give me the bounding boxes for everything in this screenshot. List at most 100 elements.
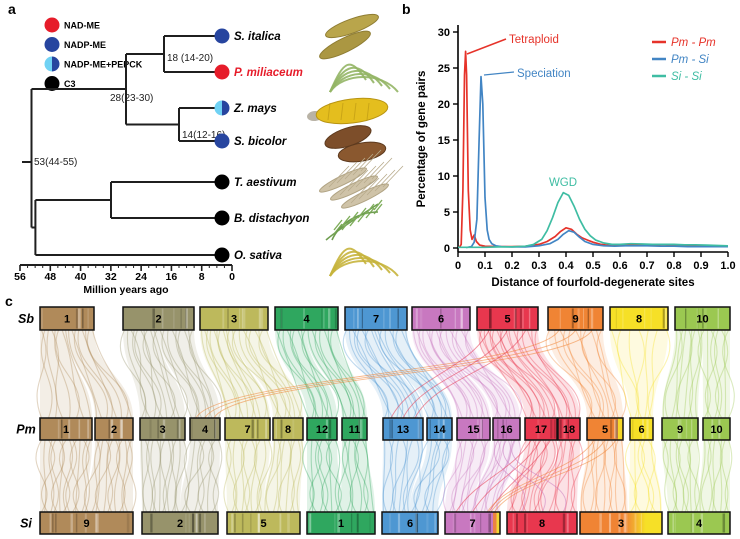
chromosome-box: 4 <box>667 511 731 535</box>
chart-legend-label: Pm - Pm <box>671 37 716 49</box>
synteny-strand <box>162 439 172 513</box>
pathway-dot <box>44 76 60 91</box>
pathway-dot <box>44 37 60 52</box>
synteny-strand <box>458 439 475 513</box>
synteny-strand <box>256 439 267 513</box>
synteny-strand <box>132 329 157 419</box>
synteny-ribbon-fill <box>345 330 423 418</box>
plant-illustrations <box>307 13 404 277</box>
synteny-strand <box>67 329 98 419</box>
chromosome-rect <box>140 418 185 440</box>
node-label-53: 53(44-55) <box>34 157 77 168</box>
synteny-strand <box>413 439 441 513</box>
synteny-strand <box>126 329 147 419</box>
synteny-strand <box>480 439 502 513</box>
synteny-strand <box>677 439 689 513</box>
synteny-strand <box>533 439 556 513</box>
synteny-strand <box>226 329 267 419</box>
plant-shape <box>349 215 359 227</box>
chromosome-box: 5 <box>226 511 301 535</box>
chromosome-box: 3 <box>139 417 186 441</box>
synteny-strand <box>683 329 693 419</box>
synteny-strand <box>445 329 499 419</box>
chromosome-number: 2 <box>111 424 117 436</box>
synteny-strand <box>373 329 423 419</box>
synteny-strand <box>244 439 257 513</box>
synteny-strand <box>697 329 711 419</box>
x-tick-label: 0.7 <box>639 260 654 272</box>
synteny-strand <box>682 439 691 513</box>
synteny-strand <box>467 439 486 513</box>
synteny-ribbon-fill <box>548 330 623 418</box>
synteny-strand <box>265 329 303 419</box>
chromosome-box: 7 <box>444 511 501 535</box>
synteny-strand <box>402 439 420 513</box>
chromosome-rect <box>273 418 303 440</box>
plant-shape <box>355 165 377 188</box>
chromosome-rect <box>40 307 94 330</box>
chromosome-rect <box>457 418 490 440</box>
synteny-strand <box>545 329 593 419</box>
synteny-strand <box>695 329 703 419</box>
synteny-strand <box>205 329 237 419</box>
chromosome-box: 16 <box>492 417 521 441</box>
chromosome-number: 4 <box>696 518 703 530</box>
chromosome-box: 7 <box>344 306 408 331</box>
chromosome-rect <box>703 418 730 440</box>
synteny-strand <box>477 329 528 419</box>
chromosome-rect <box>275 307 338 330</box>
synteny-strand <box>225 329 261 419</box>
synteny-strand <box>672 439 681 513</box>
y-tick-label: 25 <box>438 63 450 75</box>
chromosome-border <box>702 417 731 441</box>
synteny-ribbon-fill <box>140 440 185 512</box>
synteny-ribbons <box>35 329 735 513</box>
chromosome-rect <box>307 512 375 534</box>
axis-tick-label: 16 <box>166 271 178 283</box>
synteny-strand <box>669 439 677 513</box>
chromosome-number: 13 <box>397 424 409 436</box>
synteny-strand <box>508 329 561 419</box>
synteny-strand <box>212 439 223 513</box>
chromosome-border <box>226 511 301 535</box>
chromosome-rect <box>382 512 438 534</box>
synteny-ribbon-fill <box>275 330 337 418</box>
plant-shape <box>340 102 344 121</box>
synteny-strand <box>232 439 238 513</box>
y-tick-label: 5 <box>444 207 450 219</box>
plant-shape <box>352 153 374 176</box>
synteny-strand <box>496 329 547 419</box>
synteny-strand <box>200 329 228 419</box>
synteny-strand <box>116 439 126 513</box>
legend-label: NAD-ME <box>64 21 100 31</box>
chromosome-border <box>586 417 624 441</box>
synteny-strand <box>198 439 206 513</box>
chromosome-number: 14 <box>433 424 446 436</box>
axis-tick-label: 24 <box>135 271 147 283</box>
synteny-strand <box>554 439 574 513</box>
synteny-strand-minor <box>487 439 595 513</box>
synteny-strand <box>291 329 328 419</box>
panel-a-tree: NAD-ME NADP-ME NADP-ME+PEPCK C3 18 (14-20) 28… <box>14 13 404 296</box>
plant-shape <box>327 102 331 121</box>
synteny-strand <box>85 329 123 419</box>
synteny-strand <box>589 439 596 513</box>
synteny-strand <box>491 329 545 419</box>
pathway-dot <box>214 64 230 80</box>
plant-shape <box>357 207 367 219</box>
synteny-strand <box>95 439 104 513</box>
legend-label: NADP-ME+PEPCK <box>64 60 143 70</box>
synteny-strand <box>429 329 478 419</box>
chromosome-rect <box>40 418 92 440</box>
chromosome-border <box>381 511 439 535</box>
synteny-strand <box>61 329 85 419</box>
synteny-strand <box>231 329 270 419</box>
chromosome-number: 16 <box>500 424 512 436</box>
synteny-strand <box>300 329 333 419</box>
chromosome-border <box>224 417 271 441</box>
synteny-strand <box>464 329 516 419</box>
chromosome-border <box>609 306 669 331</box>
synteny-strand <box>254 329 292 419</box>
synteny-strand <box>723 329 727 419</box>
